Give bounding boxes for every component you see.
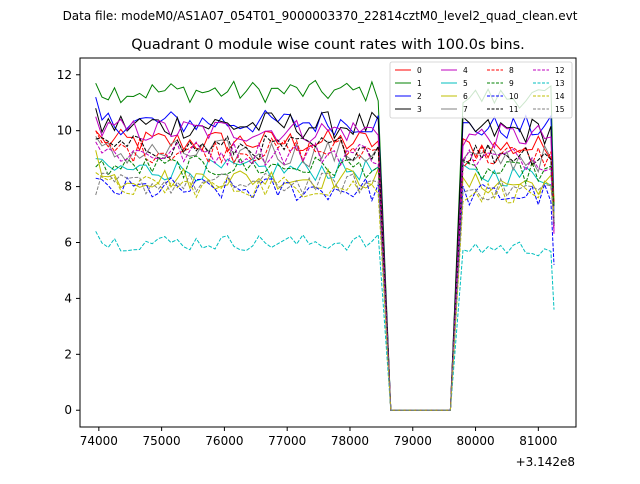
x-tick-label: 74000 [80,434,118,448]
series-line-14 [95,172,555,411]
legend-label-13: 13 [555,79,565,88]
series-line-10 [95,176,555,411]
chart-title: Quadrant 0 module wise count rates with … [131,37,525,53]
series-line-8 [95,130,555,411]
series-line-12 [95,140,555,411]
legend-label-5: 5 [463,79,468,88]
axis-ticks: 74000 75000 76000 77000 78000 79000 80000 81000… [57,68,558,448]
series-line-9 [95,155,555,411]
y-tick-label: 6 [64,236,72,250]
legend-label-7: 7 [463,105,468,114]
legend-label-8: 8 [509,66,514,75]
legend-label-3: 3 [417,105,422,114]
x-tick-label: 80000 [456,434,494,448]
series-line-13 [95,231,555,411]
series-line-7 [95,136,555,411]
series-line-3 [95,108,555,411]
series-line-4 [95,116,555,411]
y-tick-label: 12 [57,68,72,82]
legend-label-14: 14 [555,92,565,101]
series-line-0 [95,128,555,411]
series-line-2 [95,96,555,411]
legend-box [389,61,573,119]
legend-label-2: 2 [417,92,422,101]
y-tick-label: 10 [57,124,72,138]
x-tick-label: 77000 [268,434,306,448]
y-tick-label: 4 [64,291,72,305]
legend-label-1: 1 [417,79,422,88]
series-line-11 [95,134,555,411]
y-tick-label: 2 [64,347,72,361]
legend-label-0: 0 [417,66,422,75]
x-tick-label: 81000 [519,434,557,448]
legend-label-9: 9 [509,79,514,88]
y-tick-label: 8 [64,180,72,194]
series-line-15 [95,172,555,411]
legend-label-4: 4 [463,66,468,75]
x-offset-label: +3.142e8 [516,455,575,469]
legend-label-15: 15 [555,105,565,114]
legend-label-11: 11 [509,105,519,114]
legend-label-12: 12 [555,66,565,75]
chart-suptitle: Data file: modeM0/AS1A07_054T01_90000033… [63,9,578,23]
x-tick-label: 79000 [394,434,432,448]
x-tick-label: 76000 [205,434,243,448]
plot-content [95,79,555,411]
series-line-6 [95,150,555,411]
legend-label-10: 10 [509,92,519,101]
x-tick-label: 78000 [331,434,369,448]
x-tick-label: 75000 [143,434,181,448]
y-tick-label: 0 [64,403,72,417]
legend-label-6: 6 [463,92,468,101]
